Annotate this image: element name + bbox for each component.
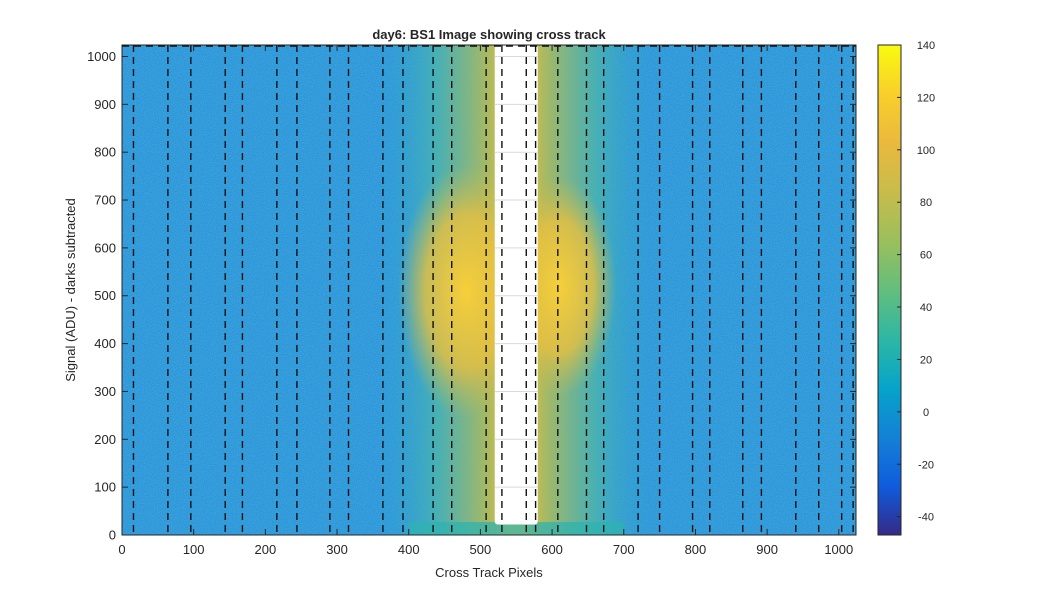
colorbar-tick-label: 60 <box>920 250 932 262</box>
y-tick-label: 900 <box>94 97 116 112</box>
x-tick-label: 0 <box>118 542 125 557</box>
dashed-lines <box>122 45 856 535</box>
colorbar-tick-label: 80 <box>920 197 932 209</box>
x-tick-label: 1000 <box>824 542 853 557</box>
x-tick-label: 400 <box>398 542 420 557</box>
colorbar-tick-label: 20 <box>920 354 932 366</box>
colorbar-ticks: -40 -20 0 20 40 60 80 100 120 140 <box>897 40 935 524</box>
y-tick-label: 800 <box>94 145 116 160</box>
x-tick-label: 900 <box>756 542 778 557</box>
colorbar-tick-label: 120 <box>917 92 935 104</box>
plot-area <box>122 45 856 535</box>
y-tick-label: 1000 <box>87 49 116 64</box>
x-tick-label: 600 <box>541 542 563 557</box>
colorbar-tick-label: 40 <box>920 302 932 314</box>
y-axis-label: Signal (ADU) - darks subtracted <box>63 198 78 382</box>
colorbar-tick-label: -40 <box>918 512 934 524</box>
x-axis-ticks: 0 100 200 300 400 500 600 700 800 900 1000 <box>118 45 853 557</box>
x-tick-label: 300 <box>326 542 348 557</box>
colorbar-tick-label: 100 <box>917 145 935 157</box>
colorbar-tick-label: 0 <box>923 407 929 419</box>
y-tick-label: 300 <box>94 384 116 399</box>
x-tick-label: 200 <box>255 542 277 557</box>
y-tick-label: 600 <box>94 240 116 255</box>
y-tick-label: 200 <box>94 432 116 447</box>
y-tick-label: 0 <box>109 528 116 543</box>
axes-frame <box>121 44 857 536</box>
colorbar-tick-label: -20 <box>918 459 934 471</box>
chart-title: day6: BS1 Image showing cross track <box>372 27 606 42</box>
x-tick-label: 800 <box>685 542 707 557</box>
colorbar-tick-label: 140 <box>917 40 935 52</box>
y-axis-ticks: 0 100 200 300 400 500 600 700 800 900 1000 <box>87 49 856 543</box>
saturated-white-region <box>494 45 538 525</box>
colorbar <box>877 44 902 536</box>
x-axis-label: Cross Track Pixels <box>435 565 543 580</box>
x-tick-label: 500 <box>470 542 492 557</box>
x-tick-label: 100 <box>183 542 205 557</box>
bottom-strip <box>408 522 624 535</box>
x-tick-label: 700 <box>613 542 635 557</box>
y-tick-label: 700 <box>94 193 116 208</box>
y-tick-label: 500 <box>94 288 116 303</box>
y-tick-label: 400 <box>94 336 116 351</box>
y-tick-label: 100 <box>94 480 116 495</box>
